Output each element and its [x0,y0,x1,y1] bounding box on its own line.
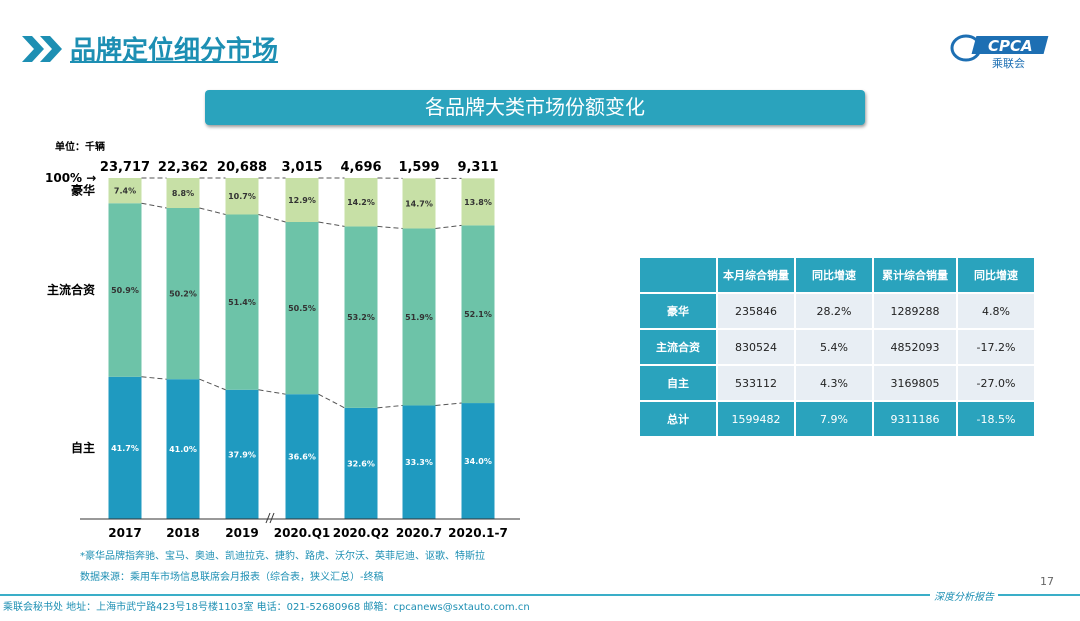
bar-segment [402,405,436,519]
bar-segment [166,178,200,209]
connector-line [377,225,403,229]
top-marker: 100% → [45,171,96,185]
series-label: 主流合资 [47,282,95,297]
connector-line [435,224,462,229]
table-header: 累计综合销量 [874,258,956,292]
total-label: 22,362 [158,160,208,175]
data-label: 36.6% [288,453,316,462]
data-label: 50.9% [111,286,139,295]
bar-segment [344,407,378,519]
category-label: 2019 [225,526,258,540]
category-label: 2020.1-7 [448,526,508,540]
connector-line [199,207,226,215]
total-label: 20,688 [217,160,267,175]
table-row: 豪华 235846 28.2% 1289288 4.8% [640,294,1034,328]
data-label: 41.7% [111,444,139,453]
connector-line [318,393,345,409]
bar-segment [344,178,378,227]
data-label: 37.9% [228,450,256,459]
data-label: 34.0% [464,457,492,466]
bar-segment [461,225,495,404]
table-header: 同比增速 [796,258,872,292]
data-label: 52.1% [464,310,492,319]
stacked-bar-chart: 41.7% 50.9% 7.4% 23,717 2017 41.0% 50.2% 8.8% 22… [45,160,520,540]
series-label: 自主 [71,440,95,455]
connector-line [318,221,345,227]
page-number: 17 [1040,575,1054,588]
table-row: 自主 533112 4.3% 3169805 -27.0% [640,366,1034,400]
logo-sub: 乘联会 [992,57,1025,70]
data-label: 41.0% [169,445,197,454]
data-label: 33.3% [405,458,433,467]
series-label: 豪华 [71,183,95,198]
data-label: 7.4% [114,187,136,196]
table-total-row: 总计 1599482 7.9% 9311186 -18.5% [640,402,1034,436]
total-label: 23,717 [100,160,150,175]
connector-line [435,402,462,406]
bar-segment [225,178,259,215]
bar-segment [166,379,200,519]
category-label: 2018 [166,526,199,540]
category-label: 2020.Q2 [333,526,390,540]
data-label: 14.2% [347,198,375,207]
page-title: 品牌定位细分市场 [70,36,279,66]
data-label: 51.9% [405,313,433,322]
unit-label: 单位：千辆 [55,142,105,153]
connector-line [377,404,403,409]
source-note: 数据来源：乘用车市场信息联席会月报表（综合表，狭义汇总）-终稿 [80,572,384,583]
data-label: 50.5% [288,304,316,313]
data-label: 32.6% [347,459,375,468]
footer-divider [0,594,1080,596]
total-label: 1,599 [398,160,439,175]
category-label: 2017 [108,526,141,540]
category-label: 2020.Q1 [274,526,331,540]
bar-segment [285,178,319,222]
bar-segment [108,178,142,204]
data-label: 51.4% [228,298,256,307]
bar-segment [402,178,436,229]
table-header: 同比增速 [958,258,1034,292]
total-label: 4,696 [340,160,381,175]
bar-segment [225,389,259,519]
total-label: 3,015 [281,160,322,175]
data-label: 10.7% [228,192,256,201]
data-label: 50.2% [169,290,197,299]
data-label: 13.8% [464,198,492,207]
bar-segment [108,376,142,519]
data-label: 12.9% [288,196,316,205]
bar-segment [461,178,495,226]
footer-contact: 乘联会秘书处 地址：上海市武宁路423号18号楼1103室 电话：021-526… [3,602,530,613]
bar-segment [344,226,378,408]
axis-break [265,512,271,524]
table-row: 主流合资 830524 5.4% 4852093 -17.2% [640,330,1034,364]
data-label: 53.2% [347,313,375,322]
chevron-icon [22,36,62,62]
brand-note: *豪华品牌指奔驰、宝马、奥迪、凯迪拉克、捷豹、路虎、沃尔沃、英菲尼迪、讴歌、特斯… [80,551,485,562]
total-label: 9,311 [457,160,498,175]
logo-text: CPCA [988,37,1033,55]
axis-break [269,512,275,524]
bar-segment [285,221,319,395]
connector-line [141,376,167,380]
connector-line [258,214,286,223]
bar-segment [108,203,142,377]
table-header [640,258,716,292]
connector-line [258,389,286,395]
bar-segment [225,214,259,390]
connector-line [141,202,167,209]
data-label: 8.8% [172,189,194,198]
data-label: 14.7% [405,199,433,208]
sales-table: 本月综合销量 同比增速 累计综合销量 同比增速 豪华 235846 28.2% 128928… [638,256,1036,438]
cpca-logo: CPCA 乘联会 [948,30,1058,70]
report-label: 深度分析报告 [930,588,998,603]
bar-segment [285,394,319,519]
bar-segment [402,228,436,406]
category-label: 2020.7 [396,526,442,540]
connector-line [199,378,226,391]
bar-segment [461,403,495,519]
table-header: 本月综合销量 [718,258,794,292]
chart-banner: 各品牌大类市场份额变化 [205,90,865,125]
bar-segment [166,208,200,380]
